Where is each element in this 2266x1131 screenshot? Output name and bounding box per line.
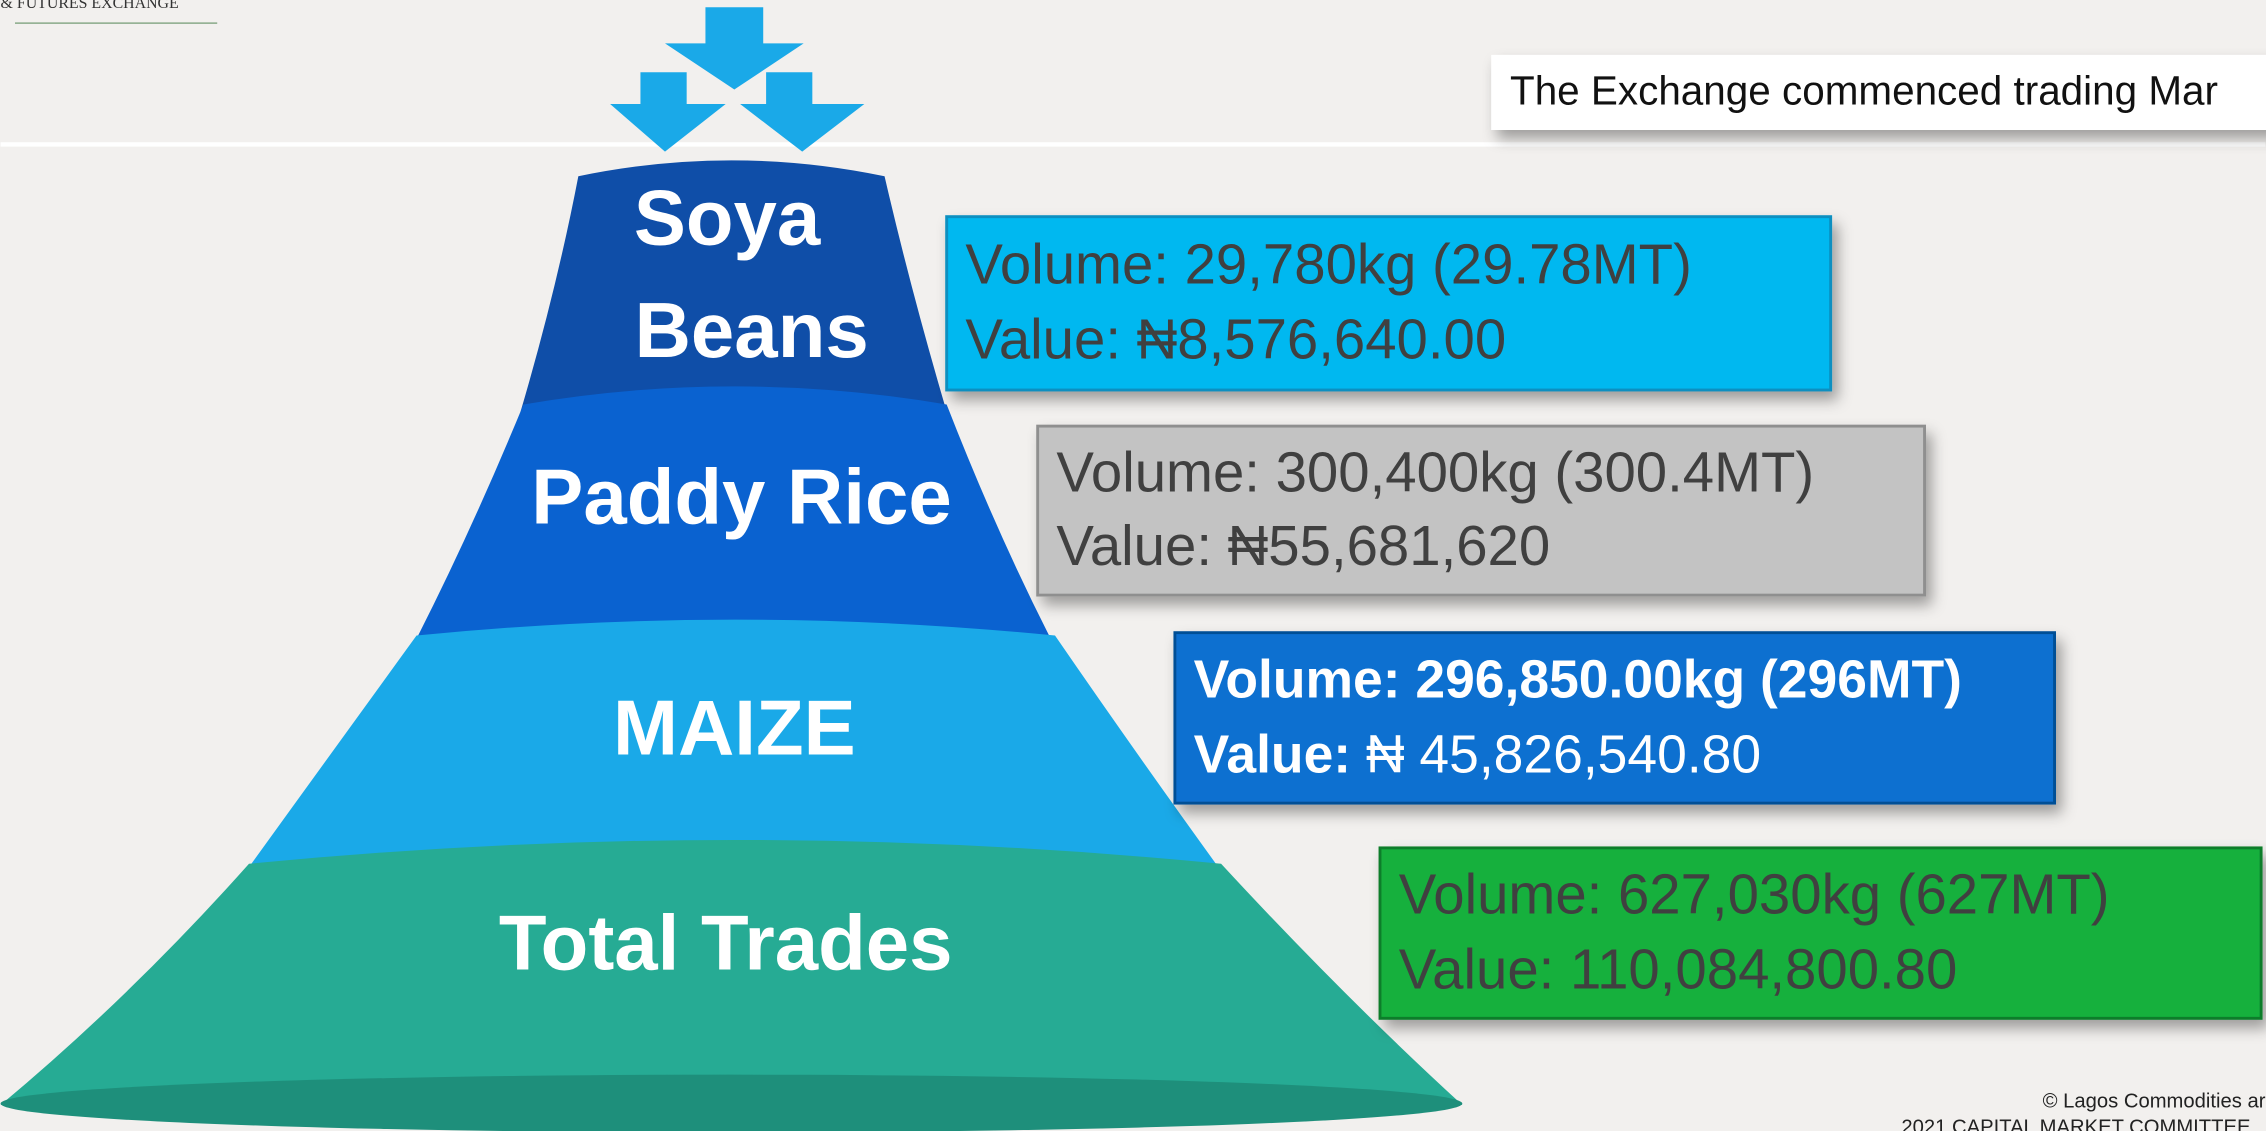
info-box	[1173, 631, 2056, 805]
info-box	[1036, 424, 1926, 597]
funnel-layer	[412, 386, 1055, 648]
arrows	[610, 7, 865, 152]
value-text: Value: ₦55,681,620	[1056, 514, 1550, 577]
value-amount: ₦ 45,826,540.80	[1366, 725, 1761, 784]
banner-box	[1491, 54, 2266, 131]
volume-text: Volume: 627,030kg (627MT)	[1399, 862, 2110, 925]
funnel-layer	[520, 160, 947, 412]
funnel-label: Total Trades	[499, 899, 953, 987]
info-box	[1378, 846, 2263, 1020]
volume-text: Volume: 29,780kg (29.78MT)	[965, 233, 1691, 296]
funnel-label: Paddy Rice	[531, 452, 952, 540]
footer-text: © Lagos Commodities ar	[2043, 1090, 2266, 1112]
value-text: Value: ₦ 45,826,540.80	[1194, 725, 1761, 784]
funnel-label: MAIZE	[613, 683, 856, 771]
value-text: Value: ₦8,576,640.00	[965, 308, 1506, 371]
logo-text: & FUTURES EXCHANGE	[1, 0, 179, 12]
funnel-base	[0, 1074, 1463, 1131]
funnel-layer	[246, 619, 1222, 871]
funnel-layer	[0, 839, 1463, 1105]
funnel-label: Beans	[635, 286, 869, 374]
value-label: Value:	[1194, 725, 1351, 784]
funnel-label: Soya	[634, 173, 821, 261]
footer-text: 2021 CAPITAL MARKET COMMITTEE	[1901, 1116, 2250, 1131]
banner-text: The Exchange commenced trading Mar	[1510, 68, 2218, 114]
volume-text: Volume: 300,400kg (300.4MT)	[1056, 441, 1814, 504]
volume-text: Volume: 296,850.00kg (296MT)	[1194, 650, 1962, 709]
info-box	[945, 215, 1833, 392]
value-text: Value: 110,084,800.80	[1399, 937, 1958, 1000]
